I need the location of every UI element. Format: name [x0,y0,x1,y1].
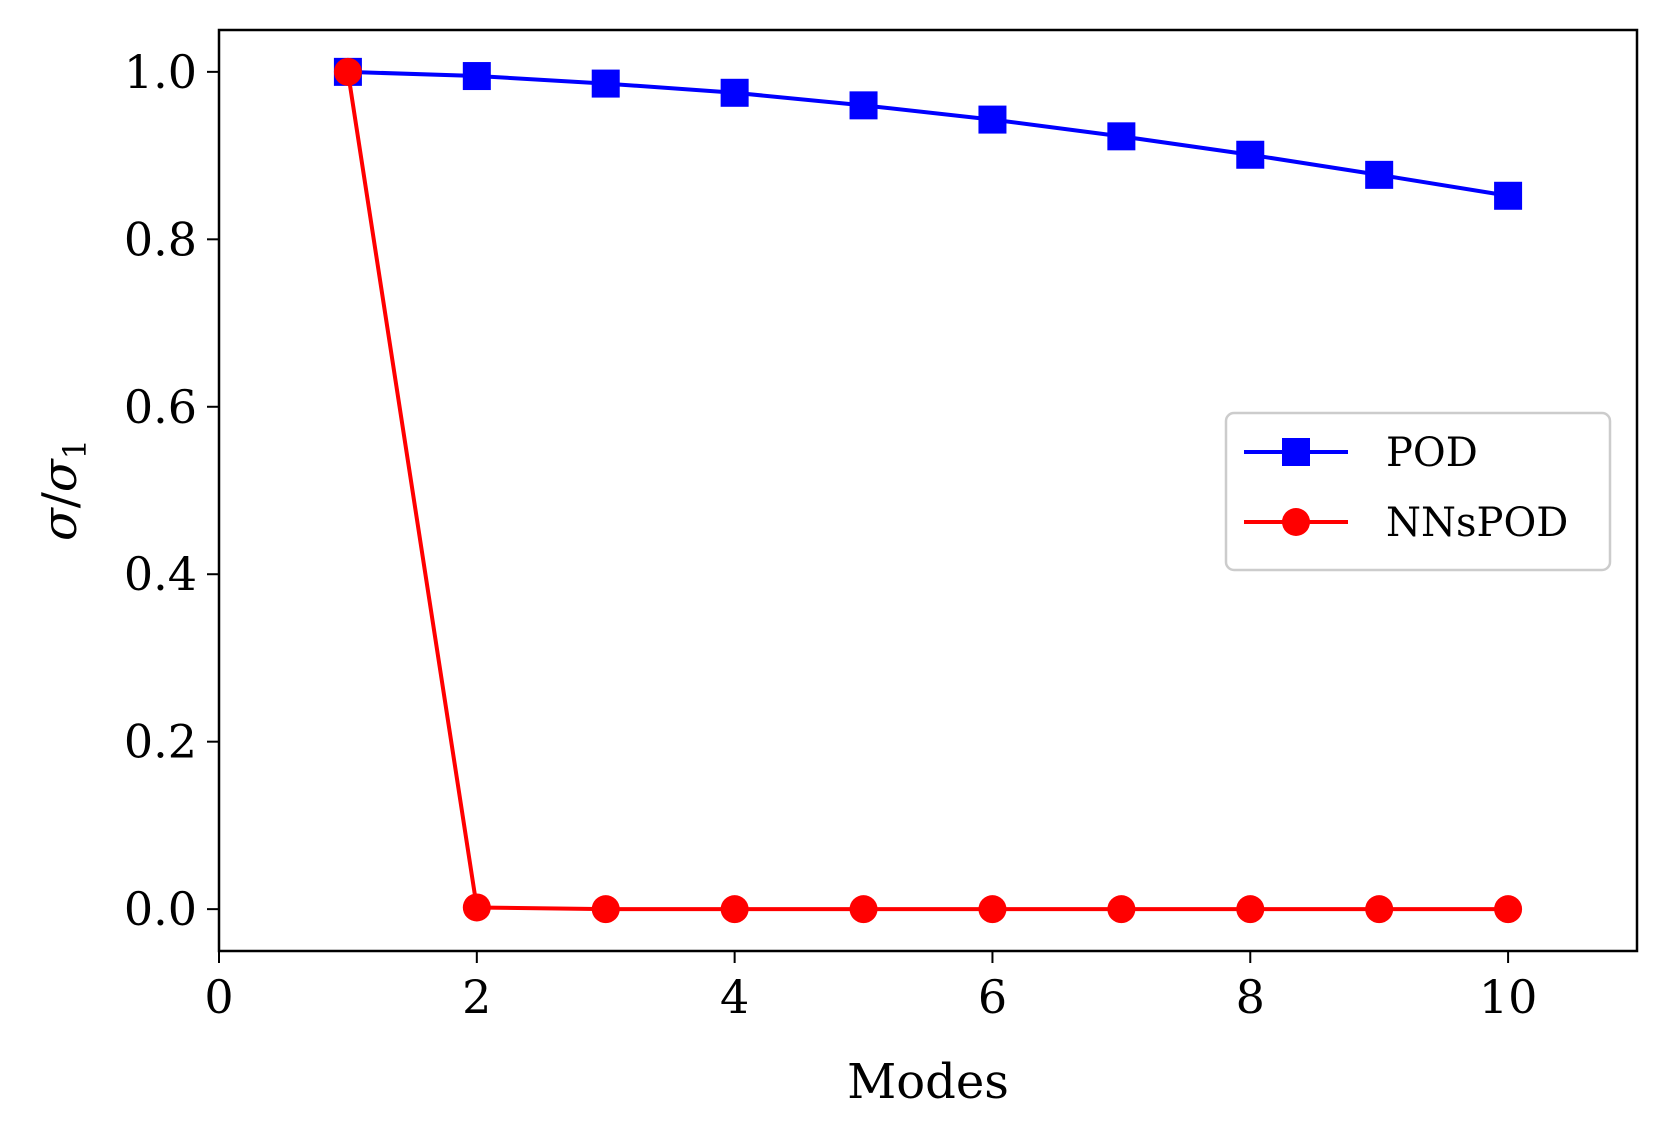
data-point-nnspod [591,895,620,924]
data-point-pod [462,62,491,91]
series-line-pod [347,69,1509,198]
x-tick-label: 10 [1479,970,1538,1024]
legend-label-nnspod: NNsPOD [1386,500,1568,546]
legend-label-pod: POD [1386,430,1478,476]
data-point-pod [1107,122,1136,151]
x-tick-label: 0 [204,970,233,1024]
data-point-pod [1494,181,1523,210]
x-axis-title: Modes [847,1054,1009,1110]
legend-marker-pod [1282,438,1310,466]
data-point-pod [720,78,749,107]
y-axis-ticks: 0.0 0.2 0.4 0.6 0.8 1.0 [124,45,219,936]
y-axis-title: σ/σ1 [32,439,94,541]
data-point-nnspod [720,895,749,924]
data-point-pod [1365,160,1394,189]
x-axis-ticks: 0 2 4 6 8 10 [204,951,1537,1024]
series-nnspod [333,57,1523,924]
data-point-nnspod [978,895,1007,924]
legend-marker-nnspod [1282,508,1310,536]
data-point-pod [978,105,1007,134]
legend-entry-pod: POD [1244,430,1478,476]
x-tick-label: 6 [978,970,1007,1024]
data-point-pod [849,91,878,120]
data-point-pod [591,69,620,98]
y-tick-label: 0.4 [124,547,197,601]
data-point-nnspod [462,893,491,922]
data-point-nnspod [1494,895,1523,924]
data-point-nnspod [849,895,878,924]
y-tick-label: 1.0 [124,45,197,99]
data-point-nnspod [1107,895,1136,924]
series-layer [333,57,1523,924]
legend: POD NNsPOD [1224,411,1612,572]
data-point-nnspod [1236,895,1265,924]
series-pod [333,57,1523,210]
y-tick-label: 0.8 [124,212,197,266]
plot-frame [217,28,1639,953]
y-tick-label: 0.2 [124,715,197,769]
data-point-pod [1236,140,1265,169]
y-tick-label: 0.6 [124,380,197,434]
x-tick-label: 8 [1236,970,1265,1024]
data-point-nnspod [1365,895,1394,924]
x-tick-label: 4 [720,970,749,1024]
series-line-nnspod [345,71,1509,912]
legend-entry-nnspod: NNsPOD [1244,500,1568,546]
x-tick-label: 2 [462,970,491,1024]
data-point-nnspod [333,57,362,86]
y-tick-label: 0.0 [124,882,197,936]
legend-entries: POD NNsPOD [1244,430,1568,546]
